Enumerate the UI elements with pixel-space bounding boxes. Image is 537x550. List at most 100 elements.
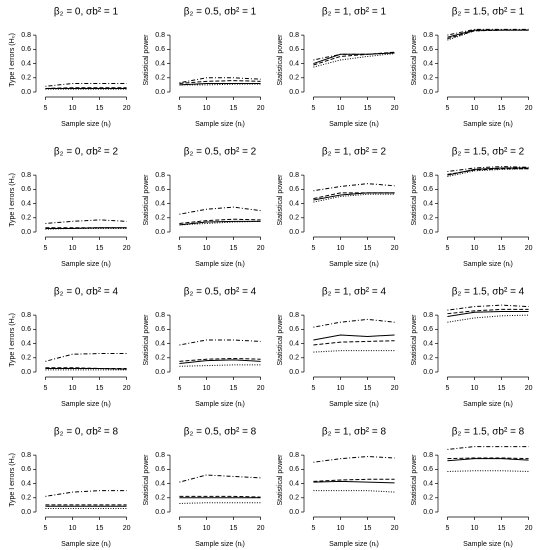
y-tick-label: 0.2: [289, 495, 299, 502]
y-tick-label: 0.6: [423, 186, 433, 193]
y-tick-label: 0.8: [423, 32, 433, 39]
x-tick-label: 10: [337, 525, 345, 532]
y-axis-label: Type I errors (H₀): [9, 313, 16, 367]
x-tick-label: 15: [498, 245, 506, 252]
y-tick-label: 0.6: [289, 326, 299, 333]
y-tick-label: 0.8: [155, 32, 165, 39]
x-axis-label: Sample size (nᵢ): [195, 261, 245, 268]
y-tick-label: 0.6: [289, 466, 299, 473]
y-tick-label: 0.8: [155, 172, 165, 179]
y-tick-label: 0.0: [423, 509, 433, 516]
series-line: [179, 502, 261, 504]
y-axis-label: Statistical power: [143, 454, 150, 506]
y-axis-label: Statistical power: [411, 34, 418, 86]
series-line: [447, 304, 529, 311]
x-tick-label: 15: [364, 525, 372, 532]
x-tick-label: 10: [203, 105, 211, 112]
x-tick-label: 20: [525, 245, 533, 252]
series-line: [447, 457, 529, 460]
y-tick-label: 0.4: [423, 480, 433, 487]
x-tick-label: 15: [230, 245, 238, 252]
x-tick-label: 20: [391, 385, 399, 392]
chart-title: β₂ = 1, σb² = 2: [322, 147, 387, 158]
x-tick-label: 15: [230, 385, 238, 392]
y-tick-label: 0.0: [423, 229, 433, 236]
chart-title: β₂ = 0, σb² = 4: [54, 287, 119, 298]
x-tick-label: 20: [525, 385, 533, 392]
y-tick-label: 0.0: [21, 509, 31, 516]
y-tick-label: 0.2: [155, 495, 165, 502]
y-axis-label: Statistical power: [411, 174, 418, 226]
y-tick-label: 0.4: [289, 200, 299, 207]
series-line: [179, 77, 261, 84]
y-tick-label: 0.8: [423, 452, 433, 459]
y-axis-label: Type I errors (H₀): [9, 173, 16, 227]
series-line: [447, 470, 529, 472]
x-tick-label: 15: [230, 105, 238, 112]
series-line: [45, 227, 127, 230]
chart-title: β₂ = 1.5, σb² = 1: [452, 7, 525, 18]
chart-title: β₂ = 1, σb² = 4: [322, 287, 387, 298]
x-tick-label: 5: [177, 525, 181, 532]
x-tick-label: 10: [69, 105, 77, 112]
y-tick-label: 0.6: [21, 46, 31, 53]
y-tick-label: 0.0: [21, 229, 31, 236]
x-tick-label: 5: [43, 245, 47, 252]
y-tick-label: 0.2: [423, 495, 433, 502]
x-tick-label: 15: [364, 385, 372, 392]
y-tick-label: 0.4: [155, 480, 165, 487]
x-tick-label: 15: [96, 105, 104, 112]
x-tick-label: 20: [123, 385, 131, 392]
series-line: [447, 168, 529, 178]
y-tick-label: 0.4: [289, 340, 299, 347]
series-line: [313, 193, 395, 203]
series-line: [313, 53, 395, 68]
series-line: [447, 308, 529, 315]
y-tick-label: 0.2: [155, 75, 165, 82]
y-tick-label: 0.4: [423, 340, 433, 347]
x-tick-label: 15: [364, 245, 372, 252]
y-tick-label: 0.2: [423, 355, 433, 362]
chart-title: β₂ = 0.5, σb² = 2: [184, 147, 257, 158]
y-tick-label: 0.0: [155, 89, 165, 96]
y-tick-label: 0.8: [289, 452, 299, 459]
series-line: [179, 220, 261, 226]
y-tick-label: 0.6: [289, 186, 299, 193]
x-tick-label: 20: [391, 245, 399, 252]
series-line: [45, 82, 127, 87]
chart-title: β₂ = 1.5, σb² = 2: [452, 147, 525, 158]
x-axis-label: Sample size (nᵢ): [61, 541, 111, 548]
x-tick-label: 10: [69, 525, 77, 532]
x-tick-label: 15: [498, 105, 506, 112]
y-tick-label: 0.4: [21, 60, 31, 67]
x-axis-label: Sample size (nᵢ): [463, 261, 513, 268]
series-line: [179, 83, 261, 86]
y-tick-label: 0.6: [21, 186, 31, 193]
series-line: [313, 340, 395, 346]
series-line: [45, 490, 127, 497]
x-axis-label: Sample size (nᵢ): [463, 121, 513, 128]
y-axis-label: Type I errors (H₀): [9, 453, 16, 507]
series-line: [447, 166, 529, 173]
y-tick-label: 0.8: [21, 32, 31, 39]
y-tick-label: 0.2: [423, 75, 433, 82]
x-tick-label: 5: [311, 385, 315, 392]
x-tick-label: 5: [311, 245, 315, 252]
x-tick-label: 10: [69, 245, 77, 252]
x-tick-label: 5: [43, 105, 47, 112]
y-tick-label: 0.4: [155, 60, 165, 67]
x-tick-label: 5: [43, 525, 47, 532]
x-tick-label: 20: [525, 525, 533, 532]
series-line: [313, 192, 395, 200]
series-line: [447, 311, 529, 318]
x-tick-label: 10: [471, 245, 479, 252]
series-line: [45, 353, 127, 362]
x-tick-label: 10: [337, 245, 345, 252]
series-line: [45, 367, 127, 369]
y-axis-label: Statistical power: [411, 454, 418, 506]
y-tick-label: 0.6: [423, 46, 433, 53]
y-tick-label: 0.4: [21, 480, 31, 487]
chart-title: β₂ = 0, σb² = 1: [54, 7, 119, 18]
y-tick-label: 0.6: [155, 326, 165, 333]
series-line: [313, 318, 395, 328]
